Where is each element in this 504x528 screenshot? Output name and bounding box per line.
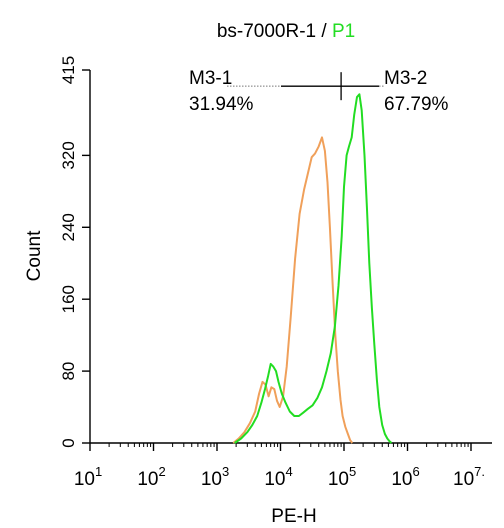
y-tick-label: 240 bbox=[59, 213, 78, 241]
x-tick-label: 105 bbox=[328, 464, 356, 490]
x-tick-label: 107. bbox=[453, 464, 485, 490]
marker-m3-2-value: 67.79% bbox=[384, 94, 449, 115]
series-line-orange bbox=[232, 136, 354, 444]
x-axis-minor-ticks bbox=[108, 443, 469, 447]
x-tick-base: 10 bbox=[201, 469, 222, 490]
marker-m3-1-label: M3-1 bbox=[189, 68, 232, 89]
x-tick-label: 106 bbox=[391, 464, 419, 490]
marker-gates: M3-1 31.94% M3-2 67.79% bbox=[189, 68, 449, 115]
y-axis-ticks: 0 80 160 240 320 415 bbox=[59, 56, 90, 448]
x-tick-exponent: 3 bbox=[222, 464, 229, 479]
histogram-series bbox=[232, 93, 393, 444]
x-tick-base: 10 bbox=[391, 469, 412, 490]
marker-m3-2-label: M3-2 bbox=[384, 68, 427, 89]
x-tick-label: 103 bbox=[201, 464, 229, 490]
y-tick-label: 80 bbox=[59, 362, 78, 381]
x-tick-exponent: 4 bbox=[285, 464, 292, 479]
x-tick-label: 101 bbox=[74, 464, 102, 490]
x-tick-base: 10 bbox=[264, 469, 285, 490]
chart-title-gate: P1 bbox=[332, 21, 355, 42]
x-tick-base: 10 bbox=[137, 469, 158, 490]
y-tick-label: 415 bbox=[59, 56, 78, 84]
x-tick-exponent: 2 bbox=[158, 464, 165, 479]
marker-m3-1-value: 31.94% bbox=[189, 94, 254, 115]
y-tick-label: 160 bbox=[59, 285, 78, 313]
x-axis-label: PE-H bbox=[271, 506, 316, 527]
x-tick-exponent: 1 bbox=[95, 464, 102, 479]
y-tick-label: 0 bbox=[59, 438, 78, 447]
y-axis-label: Count bbox=[24, 230, 45, 281]
x-tick-exponent: 7. bbox=[474, 464, 485, 479]
x-tick-exponent: 5 bbox=[349, 464, 356, 479]
x-tick-label: 104 bbox=[264, 464, 292, 490]
chart-title: bs-7000R-1 / P1 bbox=[217, 21, 355, 42]
series-line-green bbox=[234, 93, 393, 444]
x-tick-label: 102 bbox=[137, 464, 165, 490]
x-tick-base: 10 bbox=[328, 469, 349, 490]
chart-title-main: bs-7000R-1 / bbox=[217, 21, 332, 42]
x-tick-base: 10 bbox=[453, 469, 474, 490]
y-tick-label: 320 bbox=[59, 141, 78, 169]
x-tick-base: 10 bbox=[74, 469, 95, 490]
x-tick-exponent: 6 bbox=[412, 464, 419, 479]
x-axis-ticks: 101 102 103 104 105 106 107. bbox=[74, 443, 485, 490]
